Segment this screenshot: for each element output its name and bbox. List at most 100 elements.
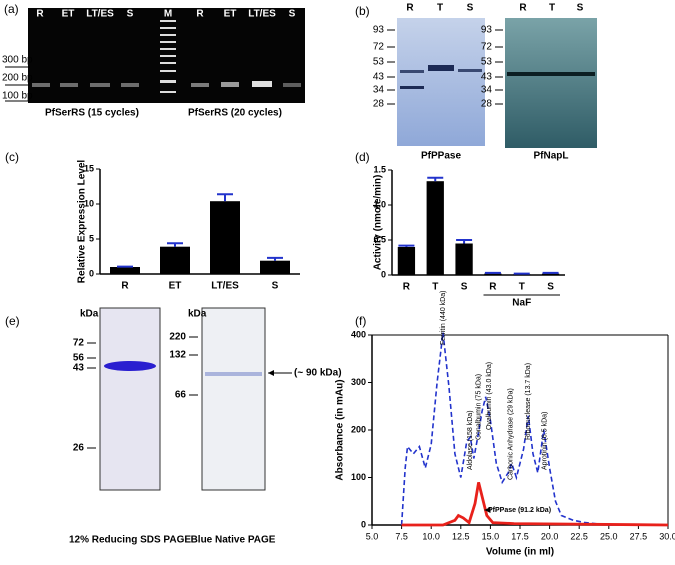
peak-annotation: Carbonic Anhydrase (29 kDa) — [507, 388, 514, 480]
bar — [427, 181, 444, 275]
lane-label: S — [577, 3, 584, 14]
lane-label: S — [467, 3, 474, 14]
lane-label: LT/ES — [248, 9, 276, 20]
lane-label: T — [437, 3, 443, 14]
gel-band — [205, 372, 262, 376]
x-tick-label: ET — [169, 281, 182, 292]
gel-image — [202, 308, 265, 490]
blot-bands — [507, 72, 595, 76]
peak-annotation: Aldolase (158 kDa) — [467, 410, 474, 470]
error-bar — [543, 273, 559, 274]
x-tick-label: 25.0 — [600, 531, 618, 541]
y-tick-label: 0 — [361, 519, 366, 529]
y-axis-label: Absorbance (in mAu) — [335, 379, 346, 480]
lane-label: ET — [62, 9, 75, 20]
lane-label: R — [36, 9, 44, 20]
lane-label: LT/ES — [86, 9, 114, 20]
bar — [210, 201, 240, 274]
lane-label: S — [289, 9, 296, 20]
error-bar — [267, 258, 283, 261]
line-series — [402, 482, 668, 525]
peak-annotation: Aprotinin (6.5 kDa) — [542, 412, 549, 470]
x-tick-label: 17.5 — [511, 531, 529, 541]
bar — [160, 247, 190, 274]
y-tick-label: 0 — [381, 269, 386, 279]
peak-annotation: PfPPase (91.2 kDa) — [488, 507, 551, 514]
y-tick-label: 300 — [351, 377, 366, 387]
panel-label: (e) — [5, 314, 20, 328]
unit: kDa — [80, 309, 99, 320]
size-marker: 43 — [73, 363, 85, 374]
size-marker: 28 — [481, 99, 493, 110]
x-tick-label: 12.5 — [452, 531, 470, 541]
y-axis-label: Relative Expression Level — [77, 160, 88, 284]
lane-label: ET — [224, 9, 237, 20]
unit: kDa — [188, 309, 207, 320]
gel-caption: Blue Native PAGE — [191, 535, 276, 546]
size-marker: 100 bp — [2, 91, 33, 102]
size-marker: 43 — [481, 72, 493, 83]
bar — [398, 247, 415, 275]
x-tick-label: R — [403, 282, 411, 293]
x-tick-label: 22.5 — [570, 531, 588, 541]
x-tick-label: 7.5 — [395, 531, 408, 541]
x-tick-label: 10.0 — [422, 531, 440, 541]
blot-image — [397, 18, 485, 146]
annotation: (~ 90 kDa) — [294, 368, 342, 379]
gel-caption: PfSerRS (20 cycles) — [188, 108, 282, 119]
blot-caption: PfPPase — [421, 151, 461, 162]
x-axis-label: Volume (in ml) — [486, 547, 554, 558]
size-marker: 34 — [481, 85, 493, 96]
x-tick-label: T — [519, 282, 525, 293]
panel-label: (f) — [355, 314, 366, 328]
group-label: NaF — [512, 298, 531, 309]
bar — [260, 261, 290, 274]
x-tick-label: 30.0 — [659, 531, 675, 541]
panel-label: (a) — [4, 2, 19, 16]
blot-image — [505, 18, 597, 148]
peak-annotation: Ribonuclease (13.7 kDa) — [525, 363, 532, 440]
y-tick-label: 10 — [84, 198, 94, 208]
y-tick-label: 15 — [84, 163, 94, 173]
x-tick-label: R — [489, 282, 497, 293]
x-tick-label: S — [547, 282, 554, 293]
y-tick-label: 5 — [89, 233, 94, 243]
lane-label: S — [127, 9, 134, 20]
peak-annotation: Ferritin (440 kDa) — [440, 291, 447, 345]
panel-label: (d) — [355, 150, 370, 164]
error-bar — [514, 274, 530, 275]
size-marker: 72 — [481, 42, 493, 53]
lane-label: R — [196, 9, 204, 20]
blot-caption: PfNapL — [534, 151, 569, 162]
error-bar — [456, 240, 472, 244]
size-marker: 200 bp — [2, 73, 33, 84]
x-tick-label: 5.0 — [366, 531, 379, 541]
x-tick-label: 15.0 — [482, 531, 500, 541]
y-tick-label: 200 — [351, 424, 366, 434]
peak-annotation: Ovalbumin (43.0 kDa) — [486, 362, 493, 430]
x-tick-label: S — [461, 282, 468, 293]
gel-caption: 12% Reducing SDS PAGE — [69, 535, 191, 546]
size-marker: 43 — [373, 72, 385, 83]
size-marker: 93 — [481, 25, 493, 36]
y-tick-label: 1.5 — [373, 164, 386, 174]
y-tick-label: 100 — [351, 472, 366, 482]
bar — [110, 267, 140, 274]
error-bar — [398, 246, 414, 247]
x-tick-label: T — [432, 282, 438, 293]
gel-band — [104, 361, 156, 371]
lane-label: R — [519, 3, 527, 14]
panel-label: (c) — [5, 150, 19, 164]
x-tick-label: 27.5 — [630, 531, 648, 541]
line-series — [402, 333, 668, 525]
panel-label: (b) — [355, 4, 370, 18]
x-tick-label: LT/ES — [211, 281, 239, 292]
x-tick-label: S — [272, 281, 279, 292]
lane-label: T — [549, 3, 555, 14]
size-marker: 34 — [373, 85, 385, 96]
x-tick-label: R — [121, 281, 129, 292]
error-bar — [167, 243, 183, 247]
size-marker: 72 — [373, 42, 385, 53]
lane-label: M — [164, 9, 172, 20]
